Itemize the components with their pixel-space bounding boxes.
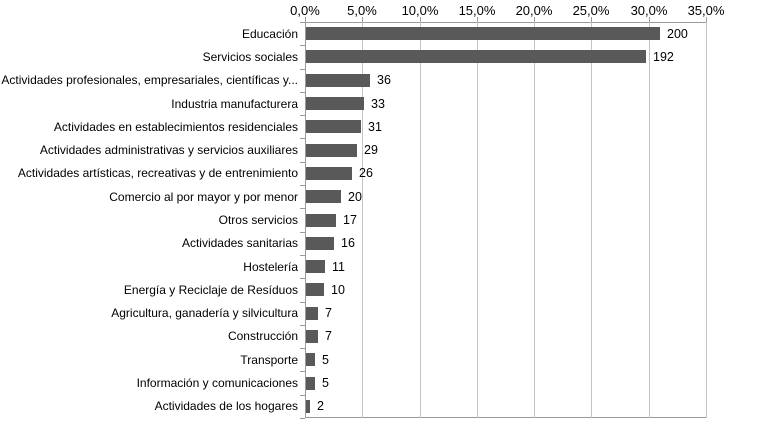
y-axis-tick-mark bbox=[300, 22, 305, 23]
category-label: Comercio al por mayor y por menor bbox=[109, 189, 298, 204]
x-axis-tick-label: 35,0% bbox=[687, 3, 725, 18]
bar bbox=[306, 377, 315, 390]
y-axis-tick-mark bbox=[300, 69, 305, 70]
category-label: Actividades profesionales, empresariales… bbox=[1, 73, 298, 88]
x-axis-tick-label: 5,0% bbox=[347, 3, 377, 18]
y-axis-tick-mark bbox=[300, 208, 305, 209]
bar bbox=[306, 214, 336, 227]
x-axis-tick-label: 15,0% bbox=[458, 3, 496, 18]
y-axis-tick-mark bbox=[300, 418, 305, 419]
gridline bbox=[420, 22, 421, 418]
x-axis-tick-mark bbox=[477, 17, 478, 22]
gridline bbox=[649, 22, 650, 418]
category-label: Energía y Reciclaje de Resíduos bbox=[123, 282, 298, 297]
bar bbox=[306, 144, 357, 157]
gridline bbox=[706, 22, 707, 418]
y-axis-tick-mark bbox=[300, 302, 305, 303]
bar-value-label: 31 bbox=[368, 119, 382, 134]
y-axis-tick-mark bbox=[300, 232, 305, 233]
gridline bbox=[591, 22, 592, 418]
category-label: Agricultura, ganadería y silvicultura bbox=[111, 306, 298, 321]
bar-value-label: 11 bbox=[332, 259, 345, 274]
bar bbox=[306, 283, 324, 296]
category-label: Servicios sociales bbox=[202, 49, 298, 64]
bar-value-label: 17 bbox=[343, 213, 357, 227]
bar bbox=[306, 237, 334, 250]
bar-value-label: 200 bbox=[667, 26, 688, 41]
bar-value-label: 16 bbox=[341, 236, 355, 251]
bar bbox=[306, 260, 325, 273]
y-axis-tick-mark bbox=[300, 115, 305, 116]
y-axis-tick-mark bbox=[300, 138, 305, 139]
bar bbox=[306, 330, 318, 343]
x-axis-tick-mark bbox=[534, 17, 535, 22]
bar-value-label: 10 bbox=[331, 282, 345, 297]
bar-value-label: 36 bbox=[377, 73, 391, 88]
bar-value-label: 7 bbox=[325, 329, 332, 344]
bar-value-label: 2 bbox=[317, 399, 324, 414]
category-label: Actividades en establecimientos residenc… bbox=[53, 119, 298, 134]
category-label: Transporte bbox=[240, 352, 298, 367]
bar bbox=[306, 50, 646, 63]
bar bbox=[306, 167, 352, 180]
bar-value-label: 5 bbox=[322, 352, 329, 367]
gridline bbox=[362, 22, 363, 418]
bar bbox=[306, 97, 364, 110]
bar-value-label: 26 bbox=[359, 166, 373, 181]
category-label: Actividades de los hogares bbox=[154, 399, 298, 414]
y-axis-tick-mark bbox=[300, 162, 305, 163]
y-axis-tick-mark bbox=[300, 371, 305, 372]
x-axis-tick-mark bbox=[305, 17, 306, 22]
x-axis-tick-mark bbox=[362, 17, 363, 22]
x-axis-tick-mark bbox=[706, 17, 707, 22]
bar-value-label: 192 bbox=[653, 49, 674, 64]
gridline bbox=[477, 22, 478, 418]
category-label: Construcción bbox=[227, 329, 298, 344]
x-axis-tick-label: 30,0% bbox=[630, 3, 668, 18]
x-axis-tick-mark bbox=[649, 17, 650, 22]
bar bbox=[306, 120, 361, 133]
x-axis-tick-label: 20,0% bbox=[515, 3, 553, 18]
y-axis-tick-mark bbox=[300, 92, 305, 93]
category-label: Actividades sanitarias bbox=[181, 236, 298, 251]
category-label: Actividades administrativas y servicios … bbox=[39, 143, 298, 158]
bar bbox=[306, 74, 370, 87]
y-axis-tick-mark bbox=[300, 325, 305, 326]
y-axis-tick-mark bbox=[300, 395, 305, 396]
bar-value-label: 20 bbox=[348, 189, 362, 204]
y-axis-tick-mark bbox=[300, 255, 305, 256]
bar bbox=[306, 307, 318, 320]
category-label: Información y comunicaciones bbox=[136, 376, 298, 391]
x-axis-tick-label: 0,0% bbox=[290, 3, 320, 18]
bar bbox=[306, 400, 310, 413]
plot-area bbox=[305, 22, 706, 418]
y-axis-tick-mark bbox=[300, 278, 305, 279]
x-axis-tick-mark bbox=[591, 17, 592, 22]
y-axis-tick-mark bbox=[300, 185, 305, 186]
category-label: Educación bbox=[241, 26, 298, 41]
gridline bbox=[534, 22, 535, 418]
bar-value-label: 5 bbox=[322, 376, 329, 391]
category-label: Hostelería bbox=[243, 259, 298, 274]
category-label: Industria manufacturera bbox=[171, 96, 298, 111]
y-axis-tick-mark bbox=[300, 348, 305, 349]
x-axis-tick-mark bbox=[420, 17, 421, 22]
bar bbox=[306, 190, 341, 203]
category-label: Actividades artísticas, recreativas y de… bbox=[17, 166, 298, 181]
bar bbox=[306, 27, 660, 40]
x-axis-tick-label: 25,0% bbox=[572, 3, 610, 18]
bar-value-label: 29 bbox=[364, 143, 378, 158]
bar-value-label: 7 bbox=[325, 306, 332, 321]
y-axis-tick-mark bbox=[300, 45, 305, 46]
x-axis-tick-label: 10,0% bbox=[401, 3, 439, 18]
category-label: Otros servicios bbox=[218, 213, 298, 227]
bar bbox=[306, 353, 315, 366]
bar-value-label: 33 bbox=[371, 96, 385, 111]
